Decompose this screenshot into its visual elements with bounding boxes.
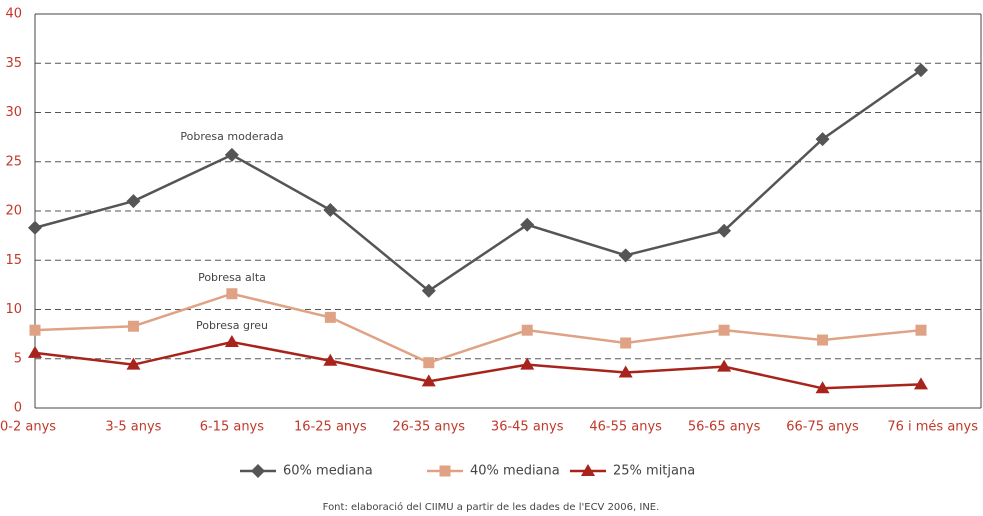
- y-tick-label: 0: [14, 401, 22, 416]
- x-tick-label: 46-55 anys: [589, 420, 662, 435]
- y-tick-label: 30: [5, 105, 22, 120]
- y-tick-label: 15: [5, 253, 22, 268]
- series-line: [34, 292, 922, 365]
- marker: [127, 320, 139, 332]
- x-tick-label: 0-2 anys: [0, 420, 56, 435]
- annotation: Pobresa alta: [198, 271, 266, 284]
- x-tick-label: 6-15 anys: [200, 420, 265, 435]
- annotation: Pobresa moderada: [180, 130, 283, 143]
- marker: [28, 345, 42, 358]
- marker: [914, 63, 928, 78]
- x-tick-label: 16-25 anys: [294, 420, 367, 435]
- annotation: Pobresa greu: [196, 319, 268, 332]
- marker: [717, 359, 732, 372]
- series-line: [34, 69, 922, 293]
- marker: [29, 324, 41, 336]
- marker: [718, 324, 730, 336]
- marker: [620, 337, 632, 349]
- legend-marker: [251, 464, 265, 478]
- x-tick-label: 3-5 anys: [105, 420, 161, 435]
- y-tick-label: 20: [5, 204, 22, 219]
- y-tick-label: 10: [5, 302, 22, 317]
- marker: [815, 381, 830, 394]
- marker: [126, 357, 141, 370]
- marker: [817, 334, 829, 346]
- legend-label: 60% mediana: [283, 464, 373, 479]
- source: Font: elaboració del CIIMU a partir de l…: [323, 501, 660, 513]
- marker: [520, 357, 535, 370]
- x-tick-label: 76 i més anys: [887, 420, 978, 435]
- marker: [421, 283, 436, 298]
- marker: [618, 365, 633, 378]
- marker: [815, 132, 830, 147]
- x-tick-label: 36-45 anys: [491, 420, 564, 435]
- marker: [126, 194, 141, 209]
- marker: [914, 377, 928, 390]
- marker: [421, 374, 436, 387]
- marker: [324, 311, 336, 323]
- series-line: [34, 340, 922, 390]
- marker: [323, 353, 338, 366]
- marker: [915, 324, 927, 336]
- legend-marker: [581, 464, 595, 476]
- marker: [618, 248, 633, 263]
- marker: [520, 217, 535, 232]
- marker: [224, 335, 239, 348]
- marker: [224, 147, 239, 162]
- x-tick-label: 26-35 anys: [392, 420, 465, 435]
- marker: [717, 223, 732, 238]
- y-tick-label: 25: [5, 154, 22, 169]
- marker: [323, 203, 338, 218]
- y-tick-label: 40: [5, 7, 22, 22]
- x-tick-label: 56-65 anys: [688, 420, 761, 435]
- marker: [226, 288, 238, 300]
- legend-marker: [439, 465, 451, 477]
- marker: [521, 324, 533, 336]
- y-tick-label: 35: [5, 56, 22, 71]
- x-tick-label: 66-75 anys: [786, 420, 859, 435]
- marker: [423, 357, 435, 369]
- legend-label: 40% mediana: [470, 464, 560, 479]
- legend-label: 25% mitjana: [613, 464, 695, 479]
- y-tick-label: 5: [14, 351, 22, 366]
- marker: [28, 220, 42, 235]
